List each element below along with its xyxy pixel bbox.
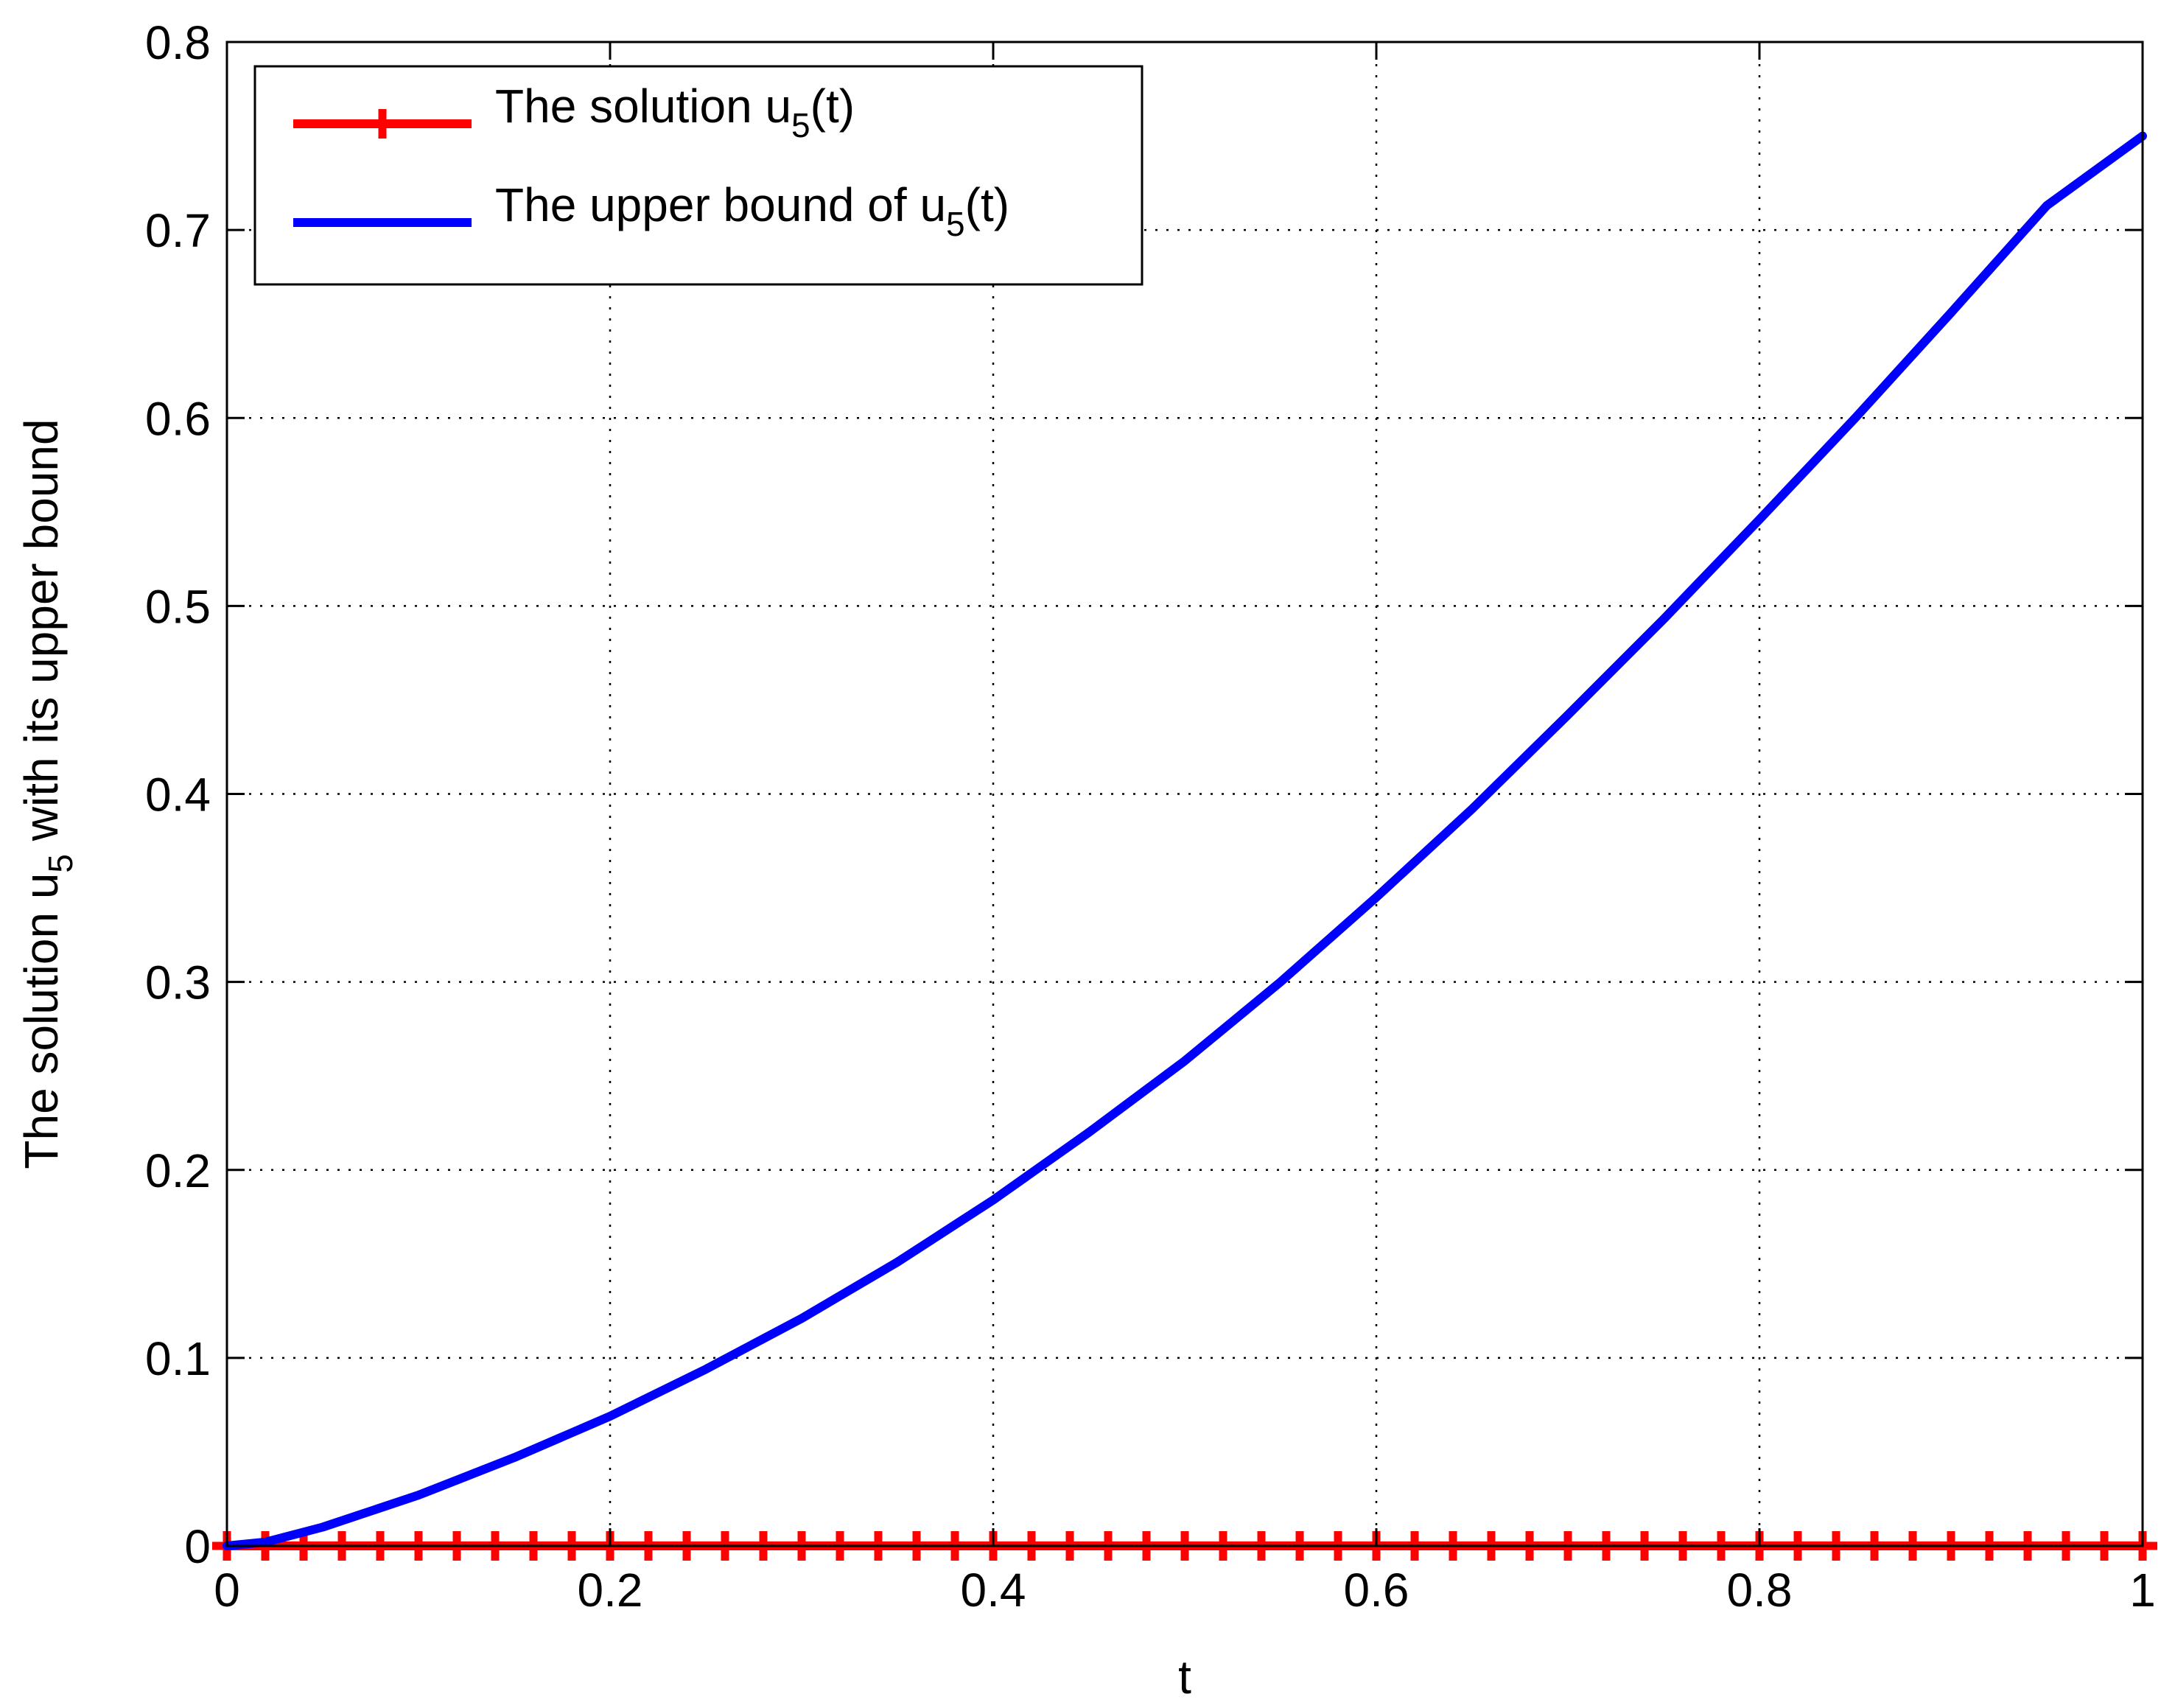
y-tick-label: 0.7 [145,204,211,257]
x-axis-label: t [1178,1651,1191,1704]
y-tick-label: 0.1 [145,1332,211,1385]
x-tick-label: 0.8 [1727,1564,1793,1617]
y-axis-label-tail: with its upper bound [15,419,68,854]
legend-label: The upper bound of u5(t) [495,178,1009,243]
x-tick-label: 0.4 [961,1564,1026,1617]
y-tick-label: 0 [184,1520,211,1573]
x-tick-label: 1 [2129,1564,2156,1617]
legend-entry-1: The solution u5(t) [293,80,855,144]
legend-label-sub: 5 [791,106,810,144]
legend-label-tail: (t) [810,80,855,133]
y-tick-label: 0.6 [145,392,211,445]
plot-area [212,41,2157,1561]
legend: The solution u5(t)The upper bound of u5(… [253,65,1143,286]
legend-label: The solution u5(t) [495,80,855,144]
y-tick-label: 0.5 [145,580,211,633]
legend-entry-2: The upper bound of u5(t) [293,178,1009,243]
legend-box [253,65,1143,286]
y-tick-label: 0.2 [145,1144,211,1197]
legend-marker [368,109,397,139]
legend-label-sub: 5 [946,205,965,243]
y-tick-label: 0.3 [145,956,211,1009]
legend-label-main: The solution u [495,80,791,133]
x-tick-label: 0 [214,1564,240,1617]
tick-labels: 0 0.2 0.4 0.6 0.8 1 0 0.1 0.2 0.3 0.4 0.5 0.6 0.7 0.8 [145,16,2156,1617]
y-tick-label: 0.4 [145,769,211,822]
x-tick-label: 0.6 [1344,1564,1409,1617]
plot-background [227,42,2143,1546]
series-2 [223,131,2147,1550]
legend-entries: The solution u5(t)The upper bound of u5(… [293,80,1009,243]
series-line [223,131,2147,1550]
y-tick-label: 0.8 [145,16,211,69]
x-tick-label: 0.2 [578,1564,643,1617]
grid [227,42,2143,1546]
y-axis-label-main: The solution u [15,873,68,1169]
legend-label-tail: (t) [965,178,1009,231]
legend-label-main: The upper bound of u [495,178,946,231]
y-axis-label-sub: 5 [41,854,80,873]
ticks [225,41,2144,1547]
y-axis-label: The solution u5 with its upper bound [15,419,80,1169]
